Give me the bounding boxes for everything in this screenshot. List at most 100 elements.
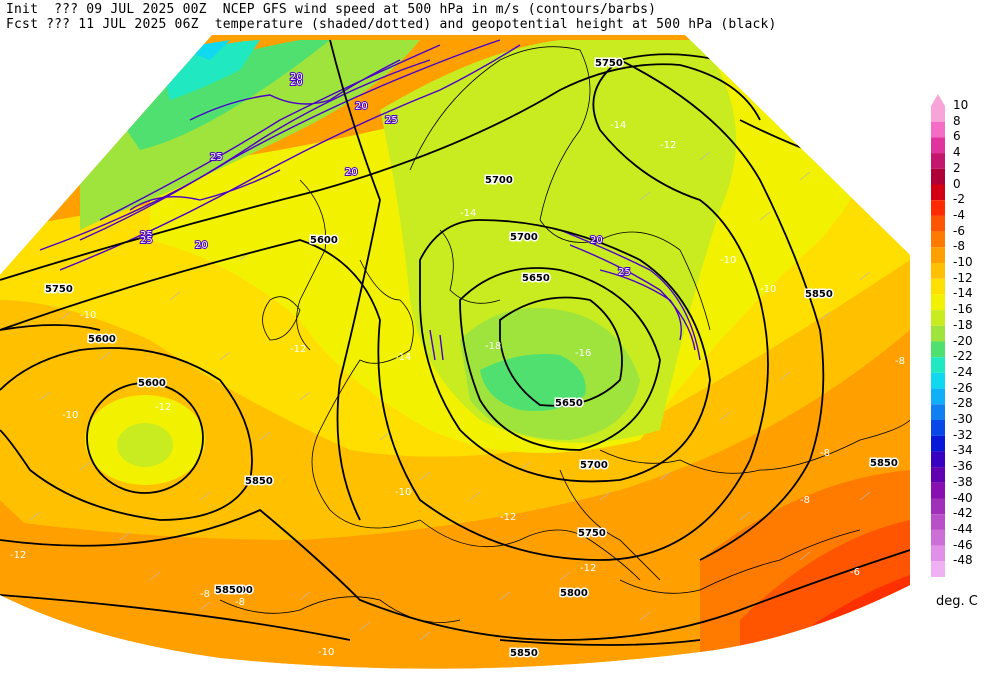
height-contour-label: 5750 — [45, 284, 73, 295]
colorbar-swatch — [931, 435, 945, 452]
colorbar-label: -46 — [953, 537, 973, 552]
colorbar-units: deg. C — [936, 594, 978, 609]
colorbar-label: 0 — [953, 176, 961, 191]
colorbar-label: -36 — [953, 459, 973, 474]
temperature-label: -12 — [290, 344, 306, 355]
colorbar-swatch — [931, 357, 945, 373]
temperature-label: -10 — [318, 647, 334, 658]
temperature-label: -10 — [395, 487, 411, 498]
colorbar-label: -24 — [953, 364, 973, 379]
colorbar-label: -40 — [953, 490, 973, 505]
colorbar-label: -30 — [953, 412, 973, 426]
wind-speed-label: 25 — [385, 115, 398, 126]
colorbar-label: -48 — [953, 553, 973, 568]
temperature-label: -16 — [575, 348, 591, 359]
colorbar-swatch — [931, 529, 945, 546]
init-header: Init ??? 09 JUL 2025 00Z NCEP GFS wind s… — [6, 2, 657, 17]
colorbar-swatch — [931, 545, 945, 562]
colorbar-label: -12 — [953, 270, 973, 285]
temperature-label: -6 — [850, 567, 860, 578]
temperature-label: -8 — [235, 597, 245, 608]
colorbar-swatch — [931, 106, 945, 122]
colorbar-label: -2 — [953, 192, 965, 207]
temperature-label: -14 — [610, 120, 626, 131]
colorbar-label: -42 — [953, 506, 973, 521]
temperature-label: -12 — [580, 563, 596, 574]
wind-speed-label: 25 — [140, 230, 153, 241]
colorbar-swatch — [931, 498, 945, 515]
colorbar-swatch — [931, 341, 945, 358]
wind-speed-label: 20 — [345, 167, 358, 178]
colorbar-swatch — [931, 215, 945, 232]
height-labels: 5750 5750 5700 5700 5650 5650 5600 5600 5600 5850… — [44, 57, 900, 661]
colorbar-label: 2 — [953, 160, 961, 175]
temperature-label: -10 — [62, 410, 78, 421]
colorbar-swatch — [931, 325, 945, 342]
colorbar-label: -14 — [953, 286, 973, 301]
colorbar-swatch — [931, 121, 945, 138]
colorbar-label: -34 — [953, 443, 973, 458]
height-contour-label: 5600 — [88, 334, 116, 345]
temperature-label: -6 — [880, 622, 890, 633]
temperature-label: -8 — [820, 448, 830, 459]
temperature-label: -14 — [395, 352, 411, 363]
temperature-label: -8 — [200, 589, 210, 600]
temperature-label: -12 — [660, 140, 676, 151]
colorbar-swatch — [931, 514, 945, 530]
height-contour-label: 5850 — [805, 289, 833, 300]
height-contour-label: 5600 — [310, 235, 338, 246]
temperature-label: -18 — [485, 341, 501, 352]
colorbar-label: -8 — [953, 239, 965, 254]
colorbar-swatch — [931, 310, 945, 326]
colorbar-label: -32 — [953, 427, 973, 442]
colorbar-swatch — [931, 168, 945, 185]
colorbar-label: -18 — [953, 317, 973, 332]
temperature-label: -8 — [800, 495, 810, 506]
height-contour-label: 5750 — [578, 528, 606, 539]
colorbar-label: -20 — [953, 333, 973, 348]
colorbar-label: -28 — [953, 396, 973, 411]
height-contour-label: 5700 — [510, 232, 538, 243]
temperature-label: -12 — [155, 402, 171, 413]
temp-labels: -10 -12 -10 -12 -14 -14 -12 -16 -18 -14 -12 -10 -10 -… — [10, 120, 905, 658]
colorbar-label: -6 — [953, 223, 965, 238]
height-contour-label: 5850 — [215, 585, 243, 596]
height-contour-label: 5850 — [245, 476, 273, 487]
colorbar-label: -16 — [953, 302, 973, 317]
colorbar-top-arrow — [931, 94, 945, 106]
colorbar-swatch — [931, 482, 945, 499]
forecast-header: Fcst ??? 11 JUL 2025 06Z temperature (sh… — [6, 17, 777, 32]
height-contour-label: 5650 — [555, 398, 583, 409]
wind-speed-label: 20 — [195, 240, 208, 251]
wind-speed-label: 25 — [618, 267, 631, 278]
height-contour-label: 5700 — [485, 175, 513, 186]
colorbar-swatch — [931, 137, 945, 154]
wind-speed-label: 20 — [355, 101, 368, 112]
wind-speed-label: 20 — [290, 77, 303, 88]
colorbar-label: 10 — [953, 98, 969, 112]
height-contour-label: 5700 — [580, 460, 608, 471]
wind-speed-label: 20 — [290, 72, 303, 83]
temperature-label: -8 — [895, 356, 905, 367]
colorbar-swatch — [931, 404, 945, 420]
colorbar-swatch — [931, 231, 945, 248]
temperature-label: -10 — [80, 310, 96, 321]
colorbar-swatch — [931, 263, 945, 279]
colorbar-swatch — [931, 451, 945, 468]
colorbar-swatch — [931, 372, 945, 389]
height-contour-label: 5850 — [870, 458, 898, 469]
colorbar-swatch — [931, 294, 945, 311]
colorbar-label: -4 — [953, 207, 965, 222]
wind-contours — [39, 39, 701, 361]
colorbar-swatch — [931, 200, 945, 216]
colorbar-label: 4 — [953, 145, 961, 160]
height-contour-label: 5900 — [225, 585, 253, 596]
height-contours — [0, 39, 910, 646]
temperature-label: -14 — [460, 208, 476, 219]
temperature-label: -12 — [500, 512, 516, 523]
colorbar-label: 6 — [953, 129, 961, 144]
wind-speed-label: 25 — [210, 152, 223, 163]
colorbar-label: -26 — [953, 380, 973, 395]
